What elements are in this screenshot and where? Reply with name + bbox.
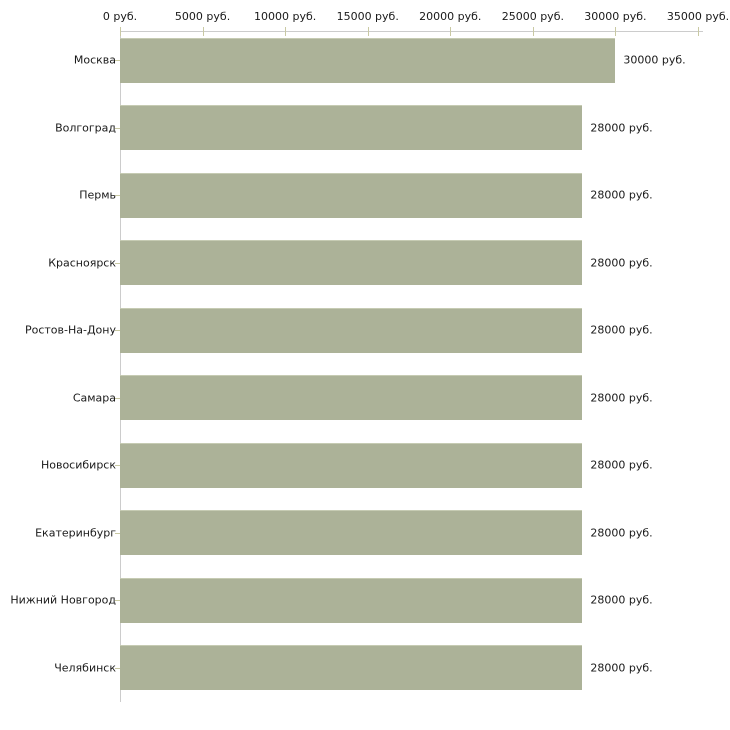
category-label: Красноярск bbox=[48, 256, 116, 269]
y-axis-tick bbox=[115, 397, 120, 399]
x-axis-tick bbox=[532, 27, 534, 36]
bar-value-label: 28000 руб. bbox=[590, 661, 653, 674]
bar-value-label: 28000 руб. bbox=[590, 526, 653, 539]
category-label: Екатеринбург bbox=[35, 526, 116, 539]
bar-value-label: 28000 руб. bbox=[590, 391, 653, 404]
bar bbox=[120, 172, 583, 218]
y-axis-tick bbox=[115, 60, 120, 61]
bar bbox=[120, 105, 583, 150]
category-label: Нижний Новгород bbox=[10, 593, 116, 607]
x-axis-tick-label: 15000 руб. bbox=[336, 10, 399, 23]
category-label: Новосибирск bbox=[40, 458, 116, 472]
bar-value-label: 28000 руб. bbox=[590, 593, 653, 607]
bar bbox=[120, 37, 616, 83]
bar-value-label: 28000 руб. bbox=[590, 188, 653, 202]
bar bbox=[120, 307, 583, 353]
x-axis-tick-label: 30000 руб. bbox=[584, 10, 647, 23]
y-axis-tick bbox=[115, 330, 120, 331]
bar bbox=[120, 375, 583, 420]
x-axis-tick-label: 10000 руб. bbox=[254, 10, 317, 23]
category-label: Ростов-На-Дону bbox=[24, 323, 116, 337]
category-label: Пермь bbox=[79, 188, 116, 202]
bar bbox=[120, 240, 583, 285]
bar-value-label: 28000 руб. bbox=[590, 323, 653, 337]
bar-value-label: 28000 руб. bbox=[590, 458, 653, 472]
x-axis-tick-label: 20000 руб. bbox=[419, 10, 482, 23]
y-axis-tick bbox=[115, 195, 120, 196]
bar bbox=[120, 645, 583, 690]
x-axis-tick-label: 35000 руб. bbox=[666, 10, 730, 23]
x-axis-tick bbox=[698, 27, 699, 36]
bar bbox=[120, 442, 583, 488]
bar-value-label: 28000 руб. bbox=[590, 256, 653, 269]
y-axis-tick bbox=[115, 465, 120, 466]
y-axis-tick bbox=[115, 127, 120, 129]
x-axis-tick bbox=[367, 27, 369, 36]
x-axis-tick bbox=[285, 27, 287, 36]
category-label: Самара bbox=[72, 391, 116, 404]
x-axis-tick bbox=[615, 27, 617, 36]
x-axis-tick bbox=[120, 27, 121, 36]
category-label: Челябинск bbox=[54, 661, 116, 674]
bar-value-label: 28000 руб. bbox=[590, 121, 653, 134]
category-label: Волгоград bbox=[55, 121, 116, 134]
bar-value-label: 30000 руб. bbox=[623, 53, 686, 67]
y-axis-tick bbox=[115, 532, 120, 534]
bar bbox=[120, 577, 583, 623]
x-axis-tick bbox=[202, 27, 204, 36]
x-axis-tick-label: 25000 руб. bbox=[501, 10, 564, 23]
y-axis-tick bbox=[115, 600, 120, 601]
x-axis-tick bbox=[450, 27, 452, 36]
x-axis-tick-label: 5000 руб. bbox=[174, 10, 231, 23]
y-axis-line bbox=[120, 31, 121, 702]
x-axis-line bbox=[120, 31, 703, 32]
x-axis-tick-label: 0 руб. bbox=[102, 10, 138, 23]
y-axis-tick bbox=[115, 262, 120, 264]
bar bbox=[120, 510, 583, 555]
category-label: Москва bbox=[73, 53, 116, 67]
y-axis-tick bbox=[115, 667, 120, 669]
